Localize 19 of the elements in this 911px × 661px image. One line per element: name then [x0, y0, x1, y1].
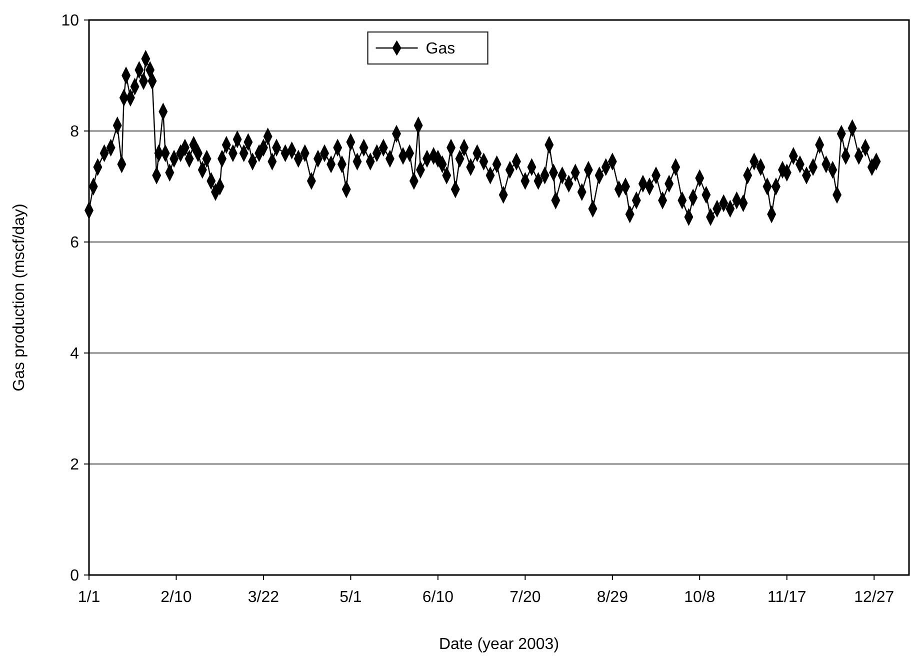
y-tick-label: 10 — [61, 12, 80, 30]
y-tick-label: 2 — [70, 456, 80, 474]
y-axis-title: Gas production (mscf/day) — [11, 204, 28, 392]
x-tick-label: 12/27 — [854, 589, 894, 606]
x-tick-label: 3/22 — [248, 589, 280, 606]
x-tick-label: 2/10 — [160, 589, 192, 606]
y-tick-label: 8 — [70, 124, 80, 141]
y-tick-label: 4 — [70, 346, 80, 363]
y-tick-label: 0 — [70, 568, 80, 585]
x-axis-title: Date (year 2003) — [438, 636, 560, 653]
x-tick-label: 8/29 — [596, 589, 628, 606]
y-tick-label: 6 — [70, 234, 80, 252]
x-tick-label: 11/17 — [767, 589, 806, 606]
x-tick-label: 1/1 — [78, 589, 100, 606]
x-tick-label: 7/20 — [510, 589, 541, 606]
legend-label: Gas — [426, 40, 456, 58]
x-tick-label: 10/8 — [684, 589, 716, 606]
x-tick-label: 5/1 — [340, 589, 362, 606]
x-tick-label: 6/10 — [422, 589, 454, 606]
